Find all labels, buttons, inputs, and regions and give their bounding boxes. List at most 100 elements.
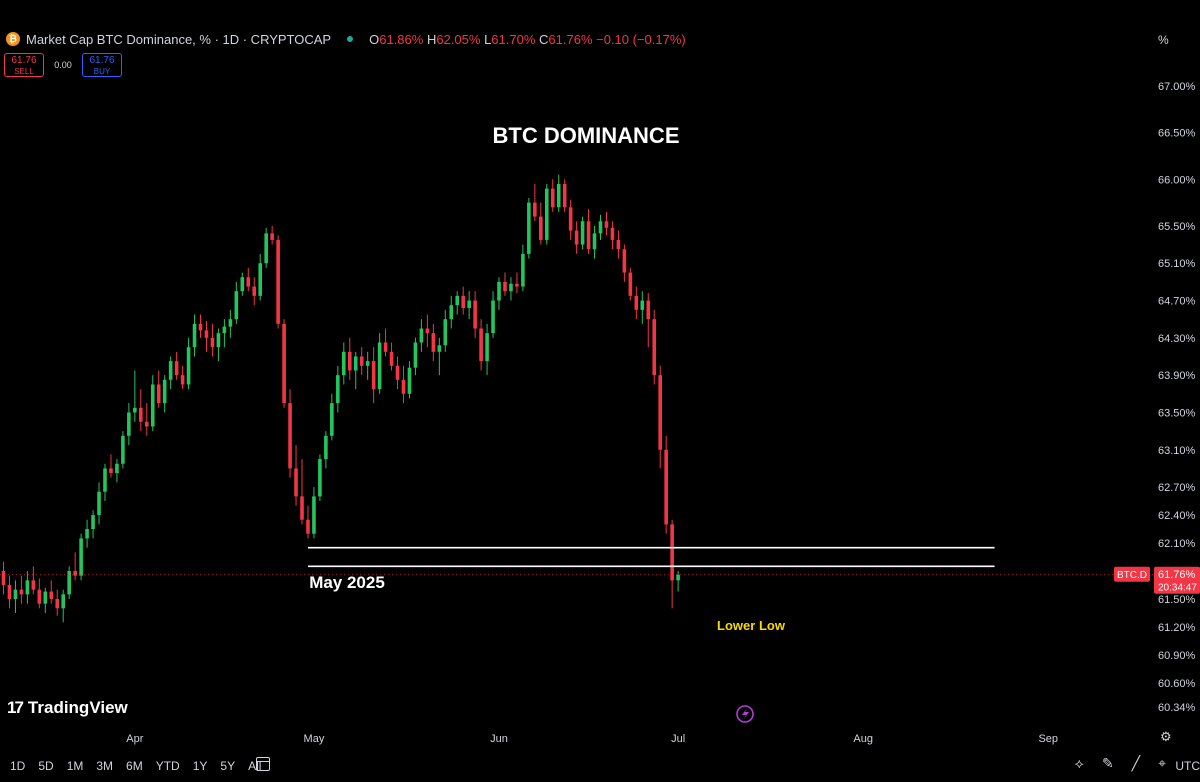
candle: [91, 510, 95, 539]
candle: [670, 519, 674, 609]
candle: [407, 361, 412, 399]
candle: [150, 375, 155, 432]
candle: [658, 365, 662, 469]
bottom-toolbar: 1D 5D 1M 3M 6M YTD 1Y 5Y All ⟡ ✎ ╱ ⌖ UTC: [0, 750, 1200, 782]
crosshair-icon[interactable]: ⌖: [1158, 755, 1166, 771]
y-tick-label: 60.34%: [1158, 702, 1196, 714]
spread-value: 0.00: [54, 60, 72, 70]
candle: [383, 328, 388, 357]
lightning-icon[interactable]: [736, 705, 754, 723]
candle: [431, 323, 436, 362]
candle: [330, 393, 334, 441]
candle: [395, 356, 400, 390]
y-tick-label: 62.10%: [1158, 538, 1196, 550]
range-5d[interactable]: 5D: [38, 759, 54, 773]
candle: [341, 342, 346, 385]
candle: [437, 337, 442, 376]
candle: [419, 319, 424, 352]
candle: [515, 272, 519, 294]
y-tick-label: 64.70%: [1158, 296, 1196, 308]
candle: [61, 589, 65, 623]
candle: [270, 225, 274, 245]
candle: [198, 314, 203, 338]
candle: [210, 323, 215, 357]
range-all[interactable]: All: [248, 759, 262, 773]
candle: [604, 211, 609, 236]
calendar-icon[interactable]: [256, 757, 270, 771]
candle: [521, 244, 525, 292]
candle: [168, 356, 173, 390]
candle: [491, 291, 495, 338]
candle: [544, 183, 549, 245]
symbol-badge[interactable]: BTC.D: [1114, 566, 1150, 582]
candle: [300, 459, 304, 525]
candle: [156, 370, 161, 408]
candle: [1, 561, 6, 595]
symbol-title[interactable]: Market Cap BTC Dominance, % · 1D · CRYPT…: [26, 31, 332, 47]
x-tick-label: Jul: [671, 733, 685, 745]
candle: [485, 323, 489, 376]
range-1m[interactable]: 1M: [66, 759, 84, 773]
trade-buttons: 61.76 SELL 0.00 61.76 BUY: [4, 53, 122, 77]
candle: [413, 337, 418, 376]
candle: [562, 179, 567, 212]
drawings-layer: [307, 546, 995, 568]
candle: [443, 309, 448, 352]
candle: [652, 309, 657, 385]
x-tick-label: Apr: [126, 733, 143, 745]
candle: [127, 403, 131, 446]
line-icon[interactable]: ╱: [1131, 755, 1141, 771]
range-selector: 1D 5D 1M 3M 6M YTD 1Y 5Y All: [10, 759, 261, 773]
candle: [228, 309, 233, 338]
candle: [246, 267, 251, 292]
range-3m[interactable]: 3M: [96, 759, 114, 773]
candle: [49, 580, 54, 604]
range-1d[interactable]: 1D: [10, 759, 26, 773]
candle: [580, 216, 585, 250]
market-status-dot: [347, 36, 354, 42]
gear-icon[interactable]: ⚙: [1160, 729, 1172, 744]
sell-button[interactable]: 61.76 SELL: [4, 53, 44, 77]
candle: [258, 253, 263, 301]
timezone-label[interactable]: UTC: [1175, 759, 1200, 773]
candle: [109, 454, 113, 478]
candle: [115, 459, 119, 483]
buy-button[interactable]: 61.76 BUY: [82, 53, 122, 77]
candle: [234, 281, 239, 324]
candle: [634, 286, 639, 320]
y-tick-label: 63.50%: [1158, 407, 1196, 419]
candle: [347, 337, 352, 380]
candle: [550, 179, 555, 212]
candle: [336, 365, 340, 413]
symbol-header[interactable]: ₿ Market Cap BTC Dominance, % · 1D · CRY…: [6, 30, 686, 48]
candle: [192, 314, 197, 357]
candle: [85, 519, 89, 548]
candle: [640, 291, 645, 324]
candle: [586, 209, 591, 254]
candle: [139, 389, 143, 432]
x-tick-label: Jun: [490, 733, 508, 745]
range-1y[interactable]: 1Y: [192, 759, 208, 773]
candle: [25, 571, 30, 604]
candle: [574, 221, 579, 254]
range-6m[interactable]: 6M: [126, 759, 143, 773]
candle: [324, 431, 328, 469]
range-ytd[interactable]: YTD: [155, 759, 180, 773]
candle: [144, 403, 149, 436]
candle: [67, 566, 71, 599]
candle: [592, 225, 597, 259]
candle: [133, 370, 137, 422]
pattern-icon[interactable]: ⟡: [1074, 755, 1084, 771]
y-tick-label: 61.50%: [1158, 594, 1196, 606]
candle: [359, 347, 364, 376]
y-tick-label: 66.50%: [1158, 128, 1196, 140]
last-price-value: 61.76%: [1158, 569, 1196, 581]
candle: [365, 351, 370, 380]
candle: [628, 267, 633, 301]
tradingview-logo: 17 TradingView: [7, 698, 128, 717]
range-5y[interactable]: 5Y: [220, 759, 236, 773]
candle: [533, 183, 537, 222]
brush-icon[interactable]: ✎: [1101, 755, 1114, 771]
price-scale-unit[interactable]: %: [1158, 33, 1169, 47]
